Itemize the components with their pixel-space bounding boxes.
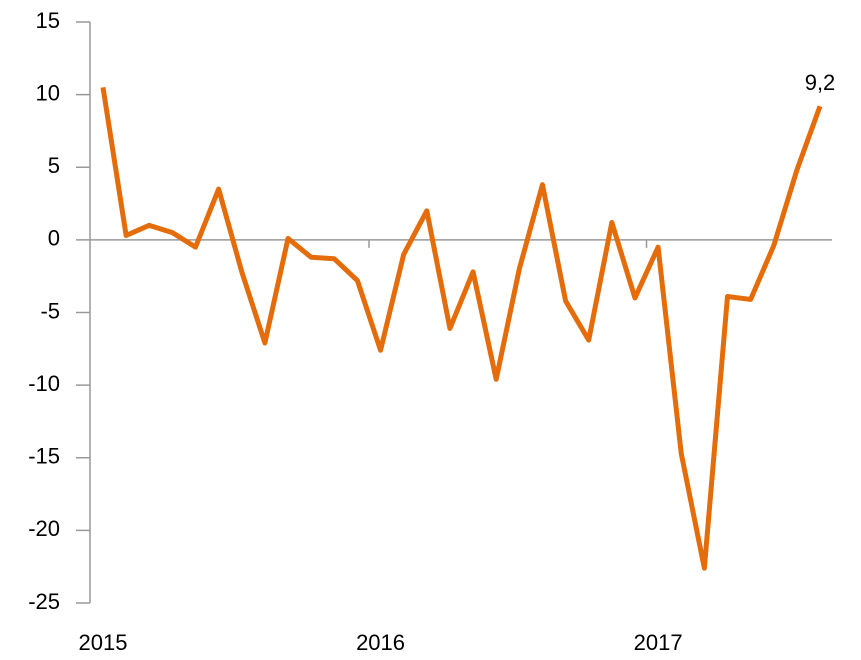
x-tick-label: 2016 (356, 630, 405, 655)
series-line (100, 86, 823, 571)
y-tick-label: -15 (28, 444, 60, 469)
x-tick-label: 2017 (634, 630, 683, 655)
y-tick-label: 10 (36, 80, 60, 105)
y-tick-label: 0 (48, 226, 60, 251)
y-tick-label: -10 (28, 371, 60, 396)
y-tick-label: -25 (28, 589, 60, 614)
y-tick-label: -20 (28, 516, 60, 541)
y-tick-label: 15 (36, 8, 60, 33)
y-tick-label: 5 (48, 153, 60, 178)
value-label: 9,2 (805, 70, 836, 95)
x-tick-label: 2015 (79, 630, 128, 655)
y-tick-label: -5 (40, 298, 60, 323)
